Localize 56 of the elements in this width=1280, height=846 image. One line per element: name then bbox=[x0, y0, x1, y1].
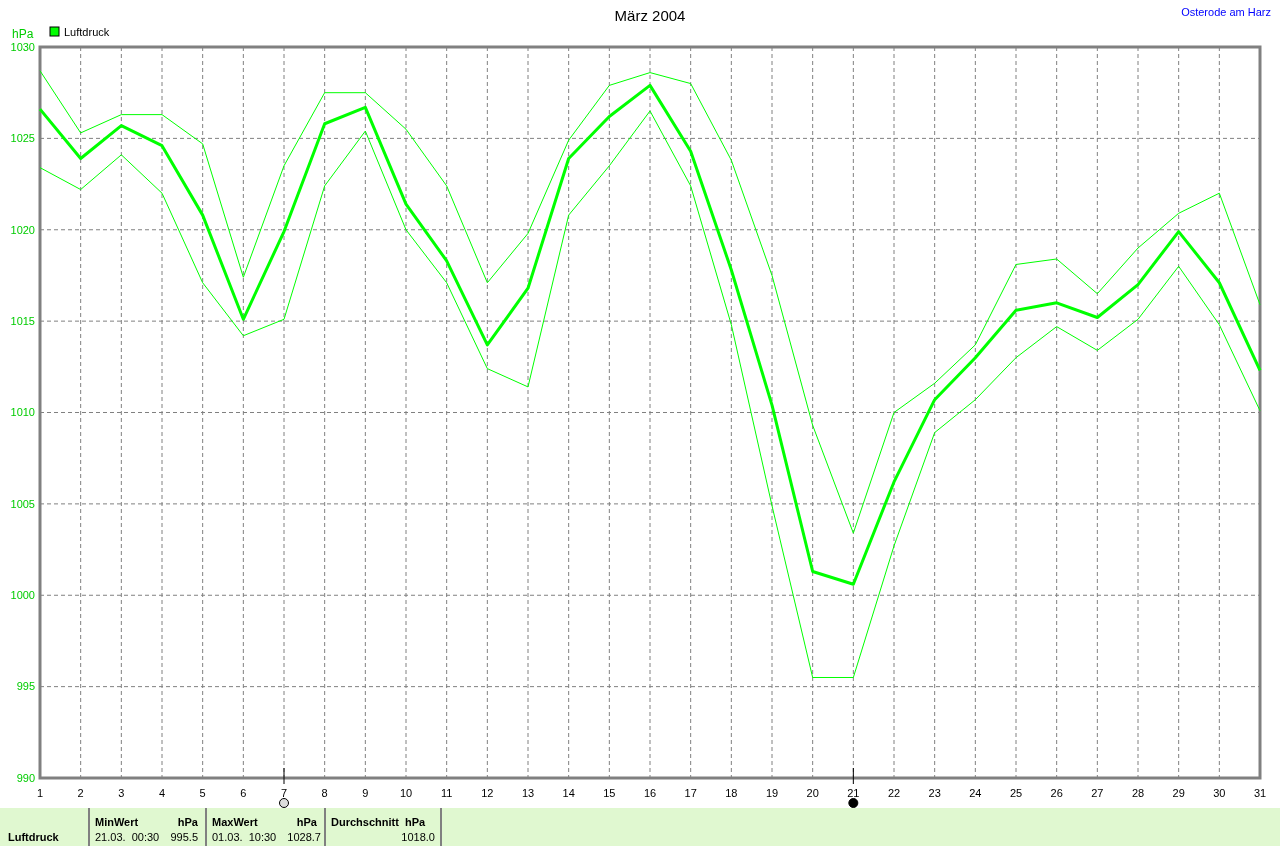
y-axis-title: hPa bbox=[12, 27, 34, 41]
y-tick-label: 1020 bbox=[10, 223, 35, 236]
x-tick-label: 3 bbox=[118, 787, 125, 799]
y-tick-label: 1005 bbox=[10, 497, 35, 510]
x-tick-label: 17 bbox=[684, 787, 697, 799]
x-tick-label: 21 bbox=[847, 787, 860, 799]
x-tick-label: 20 bbox=[806, 787, 819, 799]
text: MaxWert bbox=[212, 816, 258, 828]
x-tick-label: 10 bbox=[399, 787, 413, 799]
text: 995.5 bbox=[170, 831, 198, 843]
text: 01.03. 10:30 bbox=[212, 831, 277, 843]
x-tick-label: 5 bbox=[199, 787, 206, 799]
x-tick-label: 18 bbox=[725, 787, 738, 799]
y-tick-label: 990 bbox=[16, 771, 35, 784]
x-tick-label: 23 bbox=[928, 787, 941, 799]
text: 21.03. 00:30 bbox=[95, 831, 160, 843]
y-tick-label: 1000 bbox=[10, 589, 35, 602]
x-tick-label: 7 bbox=[280, 787, 288, 799]
x-tick-label: 15 bbox=[603, 787, 616, 799]
x-tick-label: 11 bbox=[440, 787, 453, 799]
x-tick-label: 14 bbox=[562, 787, 575, 799]
y-tick-label: 1015 bbox=[10, 314, 35, 327]
x-tick-label: 31 bbox=[1253, 787, 1267, 799]
text: hPa bbox=[177, 816, 199, 828]
y-tick-label: 1010 bbox=[10, 406, 35, 419]
x-tick-label: 27 bbox=[1091, 787, 1104, 799]
x-tick-label: 2 bbox=[77, 787, 84, 799]
x-tick-label: 30 bbox=[1213, 787, 1226, 799]
x-tick-label: 25 bbox=[1009, 787, 1023, 799]
text: 1018.0 bbox=[401, 831, 435, 843]
x-tick-label: 9 bbox=[362, 787, 369, 799]
x-tick-label: 28 bbox=[1131, 787, 1145, 799]
x-tick-label: 19 bbox=[765, 787, 779, 799]
chart-title: März 2004 bbox=[614, 7, 686, 24]
chart-subtitle: Osterode am Harz bbox=[1181, 6, 1271, 18]
text: Luftdruck bbox=[8, 831, 59, 843]
x-tick-label: 29 bbox=[1172, 787, 1185, 799]
x-tick-label: 6 bbox=[240, 787, 247, 799]
y-tick-label: 995 bbox=[16, 680, 35, 693]
legend-label: Luftdruck bbox=[64, 26, 110, 38]
text: hPa bbox=[296, 816, 318, 828]
y-tick-label: 1030 bbox=[10, 40, 35, 53]
y-tick-label: 1025 bbox=[10, 132, 35, 145]
x-tick-label: 1 bbox=[36, 787, 44, 799]
x-tick-label: 12 bbox=[481, 787, 494, 799]
line-series bbox=[39, 110, 1261, 678]
text: Durchschnitt hPa bbox=[331, 816, 427, 828]
text: 1028.7 bbox=[287, 831, 321, 843]
x-tick-label: 4 bbox=[158, 787, 166, 799]
x-tick-label: 22 bbox=[887, 787, 901, 799]
x-tick-label: 8 bbox=[321, 787, 328, 799]
x-tick-label: 24 bbox=[969, 787, 982, 799]
text: MinWert bbox=[95, 816, 139, 828]
x-tick-label: 16 bbox=[643, 787, 657, 799]
x-tick-label: 13 bbox=[521, 787, 535, 799]
x-tick-label: 26 bbox=[1050, 787, 1063, 799]
